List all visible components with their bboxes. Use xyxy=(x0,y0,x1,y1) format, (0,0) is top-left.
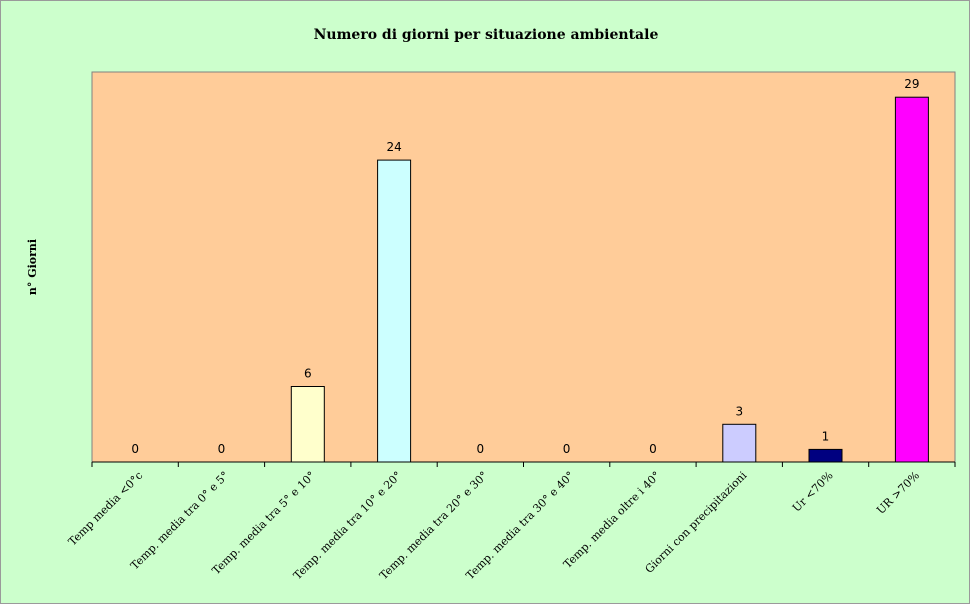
bar xyxy=(722,423,757,463)
bar xyxy=(894,96,929,463)
x-tick-label: Ur <70% xyxy=(790,469,836,515)
x-tick-label: Temp media <0°c xyxy=(66,469,145,548)
bar-value-label: 0 xyxy=(649,442,657,456)
x-tick-label: UR >70% xyxy=(874,469,922,517)
bar-value-label: 29 xyxy=(904,77,919,91)
chart-title: Numero di giorni per situazione ambienta… xyxy=(314,27,659,43)
bar xyxy=(377,159,412,463)
x-tick-label: Temp. media tra 0° e 5° xyxy=(128,469,231,572)
value-labels-layer: 0 0 6 24 0 0 0 3 1 29 xyxy=(131,77,919,456)
bar-value-label: 0 xyxy=(476,442,484,456)
x-axis-ticks xyxy=(91,462,956,467)
bar-value-label: 0 xyxy=(131,442,139,456)
bar-value-label: 3 xyxy=(735,404,743,418)
bar-value-label: 0 xyxy=(563,442,571,456)
x-tick-label: Giorni con precipitazioni xyxy=(642,469,749,576)
bar-value-label: 1 xyxy=(822,429,830,443)
y-axis-label: n° Giorni xyxy=(26,239,39,295)
bar xyxy=(808,448,843,463)
bar-value-label: 6 xyxy=(304,367,312,381)
bars-layer xyxy=(290,96,929,463)
bar xyxy=(290,386,325,463)
bar-value-label: 24 xyxy=(386,140,401,154)
x-tick-label: Temp. media oltre i 40° xyxy=(561,469,663,571)
bar-value-label: 0 xyxy=(218,442,226,456)
plot-area xyxy=(91,71,956,463)
